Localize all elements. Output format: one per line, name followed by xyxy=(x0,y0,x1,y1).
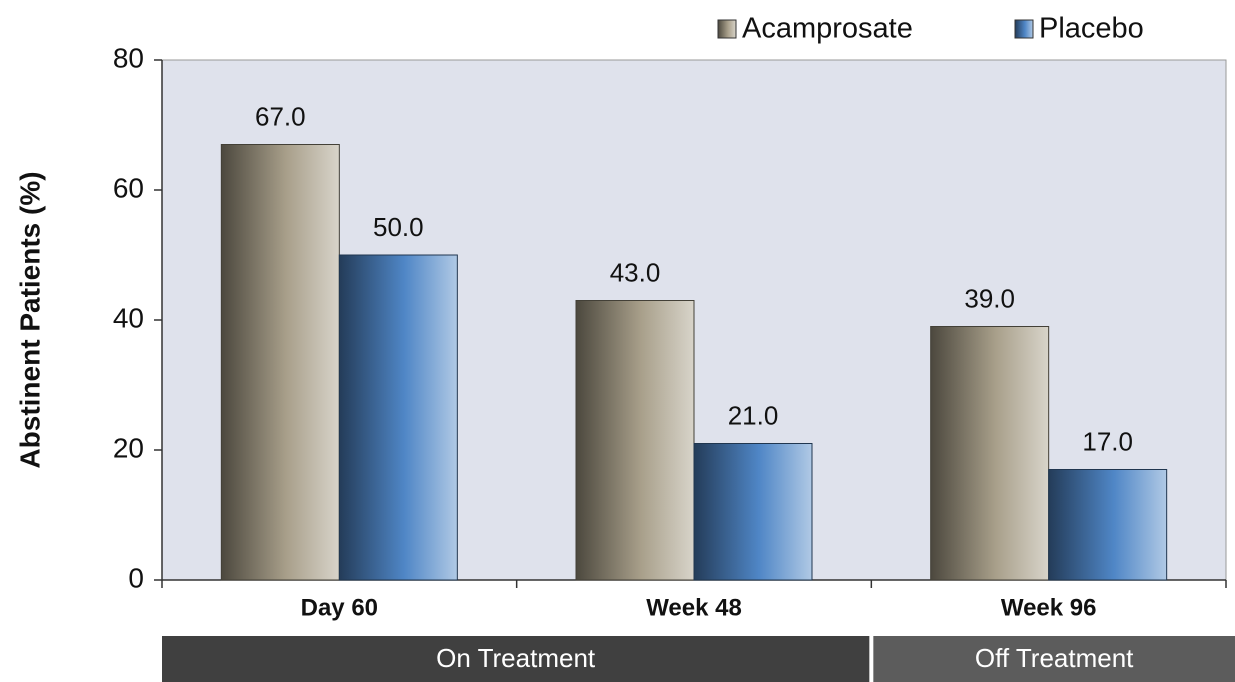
data-label: 50.0 xyxy=(373,212,424,242)
x-tick-label: Week 96 xyxy=(1001,594,1097,621)
bar xyxy=(930,326,1050,581)
legend-label: Placebo xyxy=(1039,13,1144,45)
legend-swatch xyxy=(1014,19,1034,39)
y-axis-label: Abstinent Patients (%) xyxy=(14,171,45,468)
y-tick-label: 20 xyxy=(113,432,144,463)
y-tick-label: 40 xyxy=(113,302,144,333)
data-label: 17.0 xyxy=(1082,426,1133,456)
data-label: 21.0 xyxy=(728,400,779,430)
data-label: 39.0 xyxy=(964,283,1015,313)
legend-swatch xyxy=(717,19,737,39)
group-label: On Treatment xyxy=(436,643,596,673)
bar xyxy=(575,300,695,581)
group-band xyxy=(162,636,870,682)
bar xyxy=(220,144,340,581)
y-tick-label: 80 xyxy=(113,42,144,73)
bar xyxy=(693,443,813,581)
data-label: 67.0 xyxy=(255,101,306,131)
data-label: 43.0 xyxy=(610,257,661,287)
y-tick-label: 60 xyxy=(113,172,144,203)
legend-label: Acamprosate xyxy=(742,13,913,45)
x-tick-label: Week 48 xyxy=(646,594,742,621)
group-label: Off Treatment xyxy=(975,643,1134,673)
bar xyxy=(1048,469,1168,581)
y-tick-label: 0 xyxy=(128,562,144,593)
bar xyxy=(338,254,458,581)
x-tick-label: Day 60 xyxy=(301,594,378,621)
group-band xyxy=(873,636,1235,682)
